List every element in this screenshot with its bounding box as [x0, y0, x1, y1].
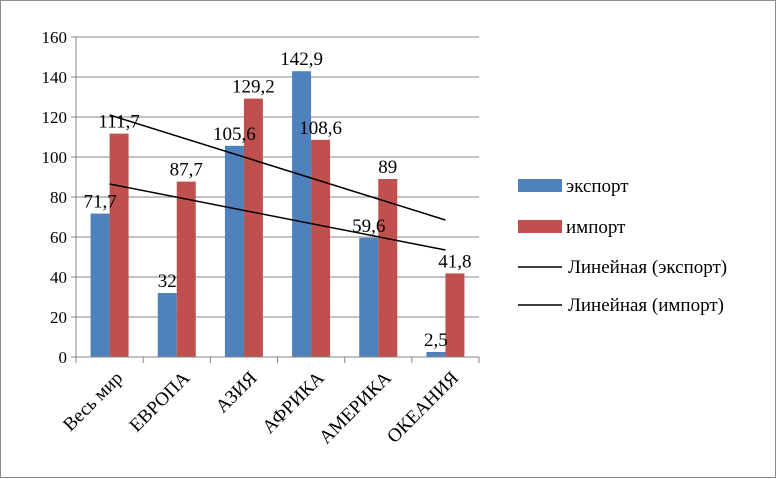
legend-label: Линейная (экспорт)	[568, 257, 727, 278]
y-tick-label: 160	[42, 28, 68, 47]
legend-label: экспорт	[566, 176, 629, 197]
category-label: АМЕРИКА	[315, 367, 396, 448]
data-label: 108,6	[299, 118, 342, 139]
legend-label: Линейная (импорт)	[568, 295, 724, 316]
data-label: 32	[158, 271, 177, 292]
data-label: 129,2	[232, 77, 275, 98]
y-tick-labels: 0 20 40 60 80 100 120 140 160	[42, 28, 68, 367]
gridlines	[71, 36, 479, 358]
y-tick-label: 60	[50, 228, 67, 247]
y-tick-label: 20	[50, 308, 67, 327]
bar-import	[378, 179, 398, 357]
trendline-import	[109, 114, 446, 221]
axes	[75, 37, 480, 363]
data-labels: 71,7 32 105,6 142,9 59,6 2,5 111,7 87,7 129,2 108…	[83, 49, 471, 351]
data-label: 2,5	[424, 330, 448, 351]
legend-swatch	[518, 220, 562, 233]
bar-import	[176, 181, 196, 357]
y-tick-label: 40	[50, 268, 67, 287]
y-tick-label: 100	[42, 148, 68, 167]
bar-export	[224, 145, 244, 357]
bar-export	[292, 71, 312, 357]
trendlines	[109, 114, 446, 251]
bar-export	[90, 213, 110, 357]
y-tick-label: 120	[42, 108, 68, 127]
bar-import	[109, 133, 129, 357]
legend-label: импорт	[566, 217, 626, 238]
legend: экспорт импорт Линейная (экспорт) Линейная …	[518, 176, 727, 316]
category-label: ЕВРОПА	[126, 367, 195, 436]
bar-import	[311, 139, 331, 357]
bar-import	[445, 273, 465, 357]
data-label: 59,6	[352, 216, 385, 237]
category-label: ОКЕАНИЯ	[383, 367, 463, 447]
bars	[90, 71, 465, 357]
bar-export	[157, 293, 177, 357]
data-label: 41,8	[438, 251, 471, 272]
y-tick-label: 80	[50, 188, 67, 207]
category-label: АФРИКА	[258, 367, 328, 437]
category-label: Весь мир	[59, 368, 127, 436]
data-label: 111,7	[98, 112, 139, 133]
data-label: 87,7	[170, 160, 203, 181]
bar-export	[359, 237, 379, 357]
data-label: 105,6	[213, 124, 256, 145]
legend-swatch	[518, 179, 562, 192]
category-label: АЗИЯ	[212, 367, 262, 417]
y-tick-label: 140	[42, 68, 68, 87]
bar-import	[243, 98, 263, 357]
trendline-export	[109, 183, 446, 251]
data-label: 89	[378, 157, 397, 178]
y-tick-label: 0	[59, 348, 68, 367]
data-label: 142,9	[280, 49, 323, 70]
bar-export	[426, 352, 446, 357]
data-label: 71,7	[83, 192, 116, 213]
